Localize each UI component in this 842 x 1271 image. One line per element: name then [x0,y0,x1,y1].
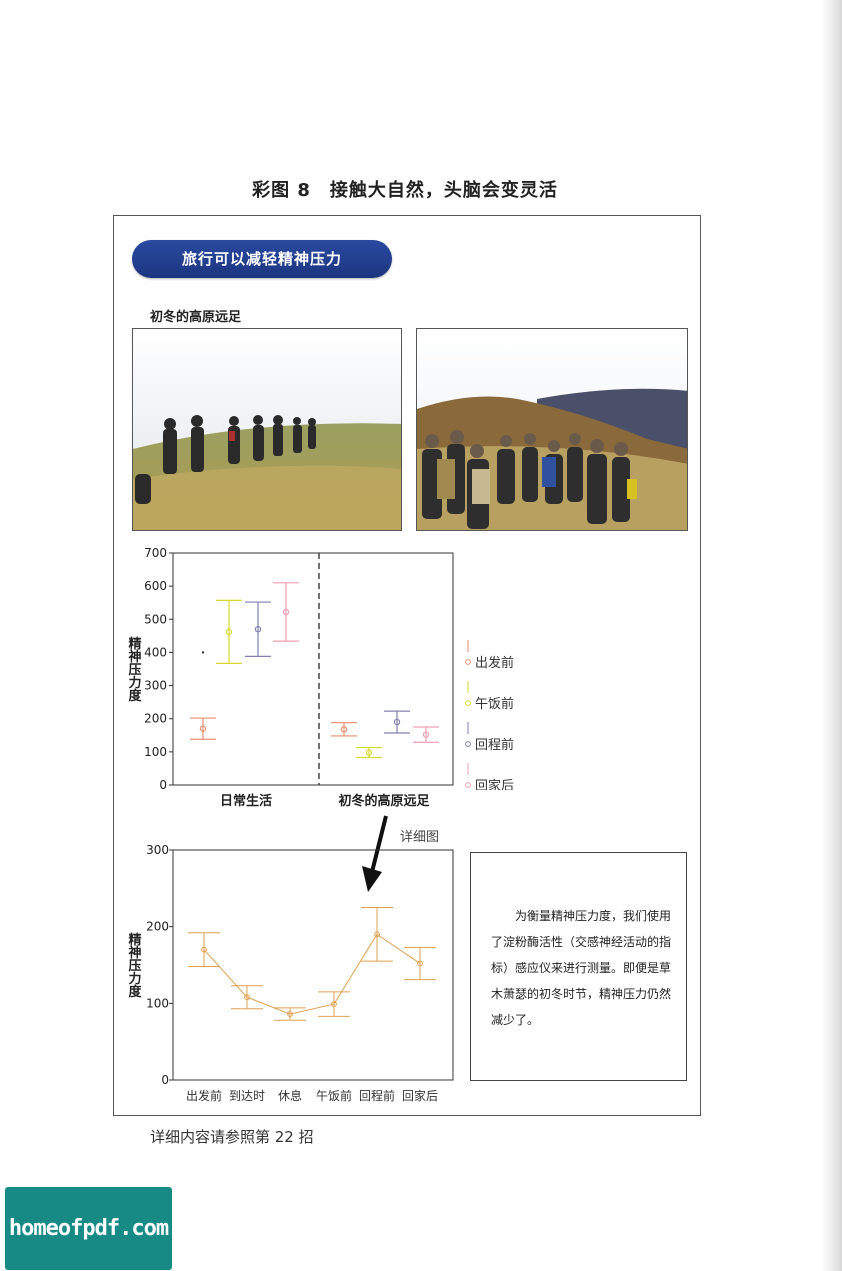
legend-label: 回程前 [475,737,514,753]
chart2-xtick-label: 出发前 [186,1088,222,1103]
chart2-point [201,946,207,953]
chart2-point [331,1001,337,1008]
figure-frame [113,215,701,1116]
chart1-ytick-label: 500 [144,612,167,626]
chart1-point [393,718,401,726]
chart-stress-comparison: 0 100 200 300 400 500 600 700 精神压力度 日常生活 初冬的高原远… [126,546,454,809]
chart2-series-line [203,933,421,1015]
footer-reference: 详细内容请参照第 22 招 [150,1128,314,1146]
chart2-xtick-label: 休息 [278,1088,302,1103]
photo-caption: 初冬的高原远足 [150,310,242,325]
chart2-point [374,931,380,938]
page-edge-shadow [822,0,842,1271]
photo-group-hill [416,328,688,531]
legend-label: 午饭前 [475,696,514,712]
chart1-group-label-daily: 日常生活 [220,793,272,809]
chart2-ytick-label: 200 [146,920,169,934]
detail-label: 详细图 [400,830,440,845]
chart2-point [417,960,423,967]
chart1-ytick-label: 700 [144,546,167,560]
chart2-xtick-label: 到达时 [229,1089,265,1103]
legend-label: 出发前 [475,655,514,671]
chart1-point [225,628,233,636]
chart1-plot-area [172,552,454,786]
photo-hikers-line [132,328,402,531]
chart1-ytick-label: 200 [144,712,167,726]
chart1-point [365,749,373,756]
chart1-point [340,726,348,733]
chart1-group-label-hike: 初冬的高原远足 [338,793,430,809]
note-text: 为衡量精神压力度，我们使用了淀粉酶活性（交感神经活动的指标）感应仪来进行测量。即… [491,909,672,1027]
legend-point-icon [465,659,471,665]
note-box: 为衡量精神压力度，我们使用了淀粉酶活性（交感神经活动的指标）感应仪来进行测量。即… [470,852,687,1081]
chart1-point [254,626,262,633]
chart1-point [199,725,207,732]
chart1-ytick-label: 600 [144,579,167,593]
chart2-xtick-label: 午饭前 [316,1088,352,1103]
chart1-ytick-label: 100 [144,745,167,759]
legend-point-icon [465,782,471,788]
legend-point-icon [465,741,471,747]
chart2-point [287,1011,293,1017]
legend-point-icon [465,700,471,706]
chart1-ytick-label: 300 [144,679,167,693]
chart2-ytick-label: 0 [161,1073,169,1087]
chart1-ylabel: 精神压力度 [126,636,142,703]
arrow-icon [362,815,388,892]
chart-stress-detail: 0 100 200 300 出发前 到达时 休息 午饭前 回程前 回家后 精神压力度 [126,843,454,1103]
chart1-outlier [201,651,205,654]
chart2-ytick-label: 100 [146,996,169,1010]
chart2-xtick-label: 回程前 [359,1088,395,1103]
chart1-ytick-label: 400 [144,645,167,659]
chart2-xtick-label: 回家后 [402,1088,438,1103]
chart2-ytick-label: 300 [146,843,169,857]
watermark-logo: homeofpdf.com [5,1187,172,1270]
figure-title: 彩图 8 接触大自然，头脑会变灵活 [252,180,558,201]
chart2-ylabel: 精神压力度 [126,932,142,999]
banner-pill: 旅行可以减轻精神压力 [132,240,392,278]
legend-label: 回家后 [475,778,514,790]
watermark-logo-text: homeofpdf.com [8,1216,169,1241]
chart2-point [244,994,250,1001]
chart2-plot-area [172,849,454,1081]
chart1-point [422,731,430,738]
chart1-ytick-label: 0 [159,778,167,792]
chart1-point [282,608,290,616]
